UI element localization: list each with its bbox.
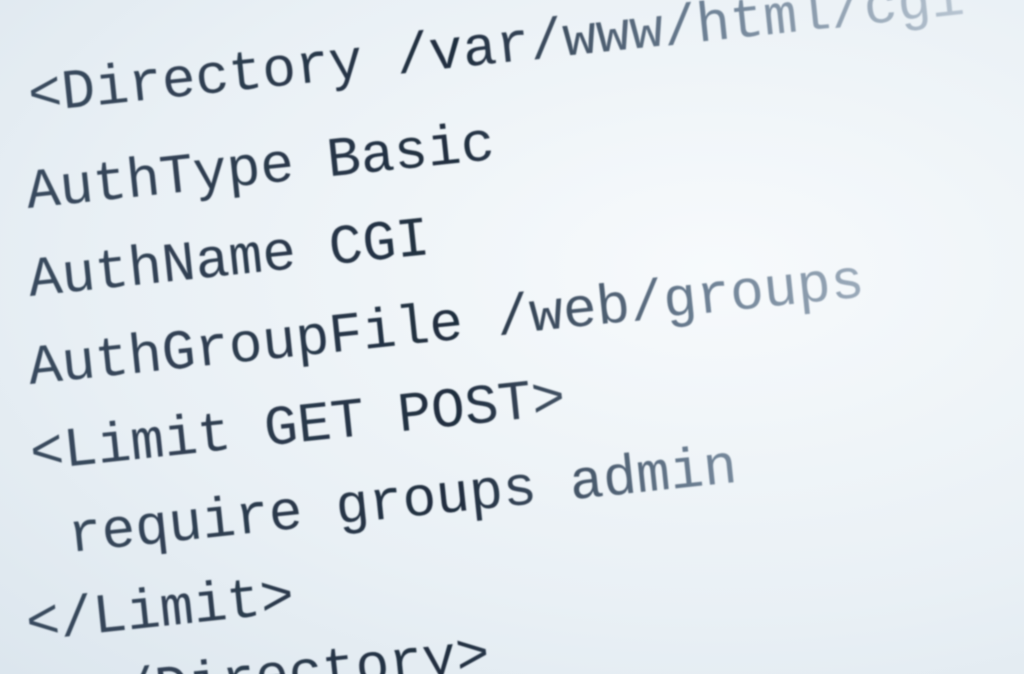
code-line: AuthType Basic [23, 112, 498, 225]
code-line: <Directory /var/www/html/cgi [25, 0, 967, 129]
code-line: </Limit> [23, 565, 297, 657]
code-line: AuthName CGI [25, 207, 433, 313]
